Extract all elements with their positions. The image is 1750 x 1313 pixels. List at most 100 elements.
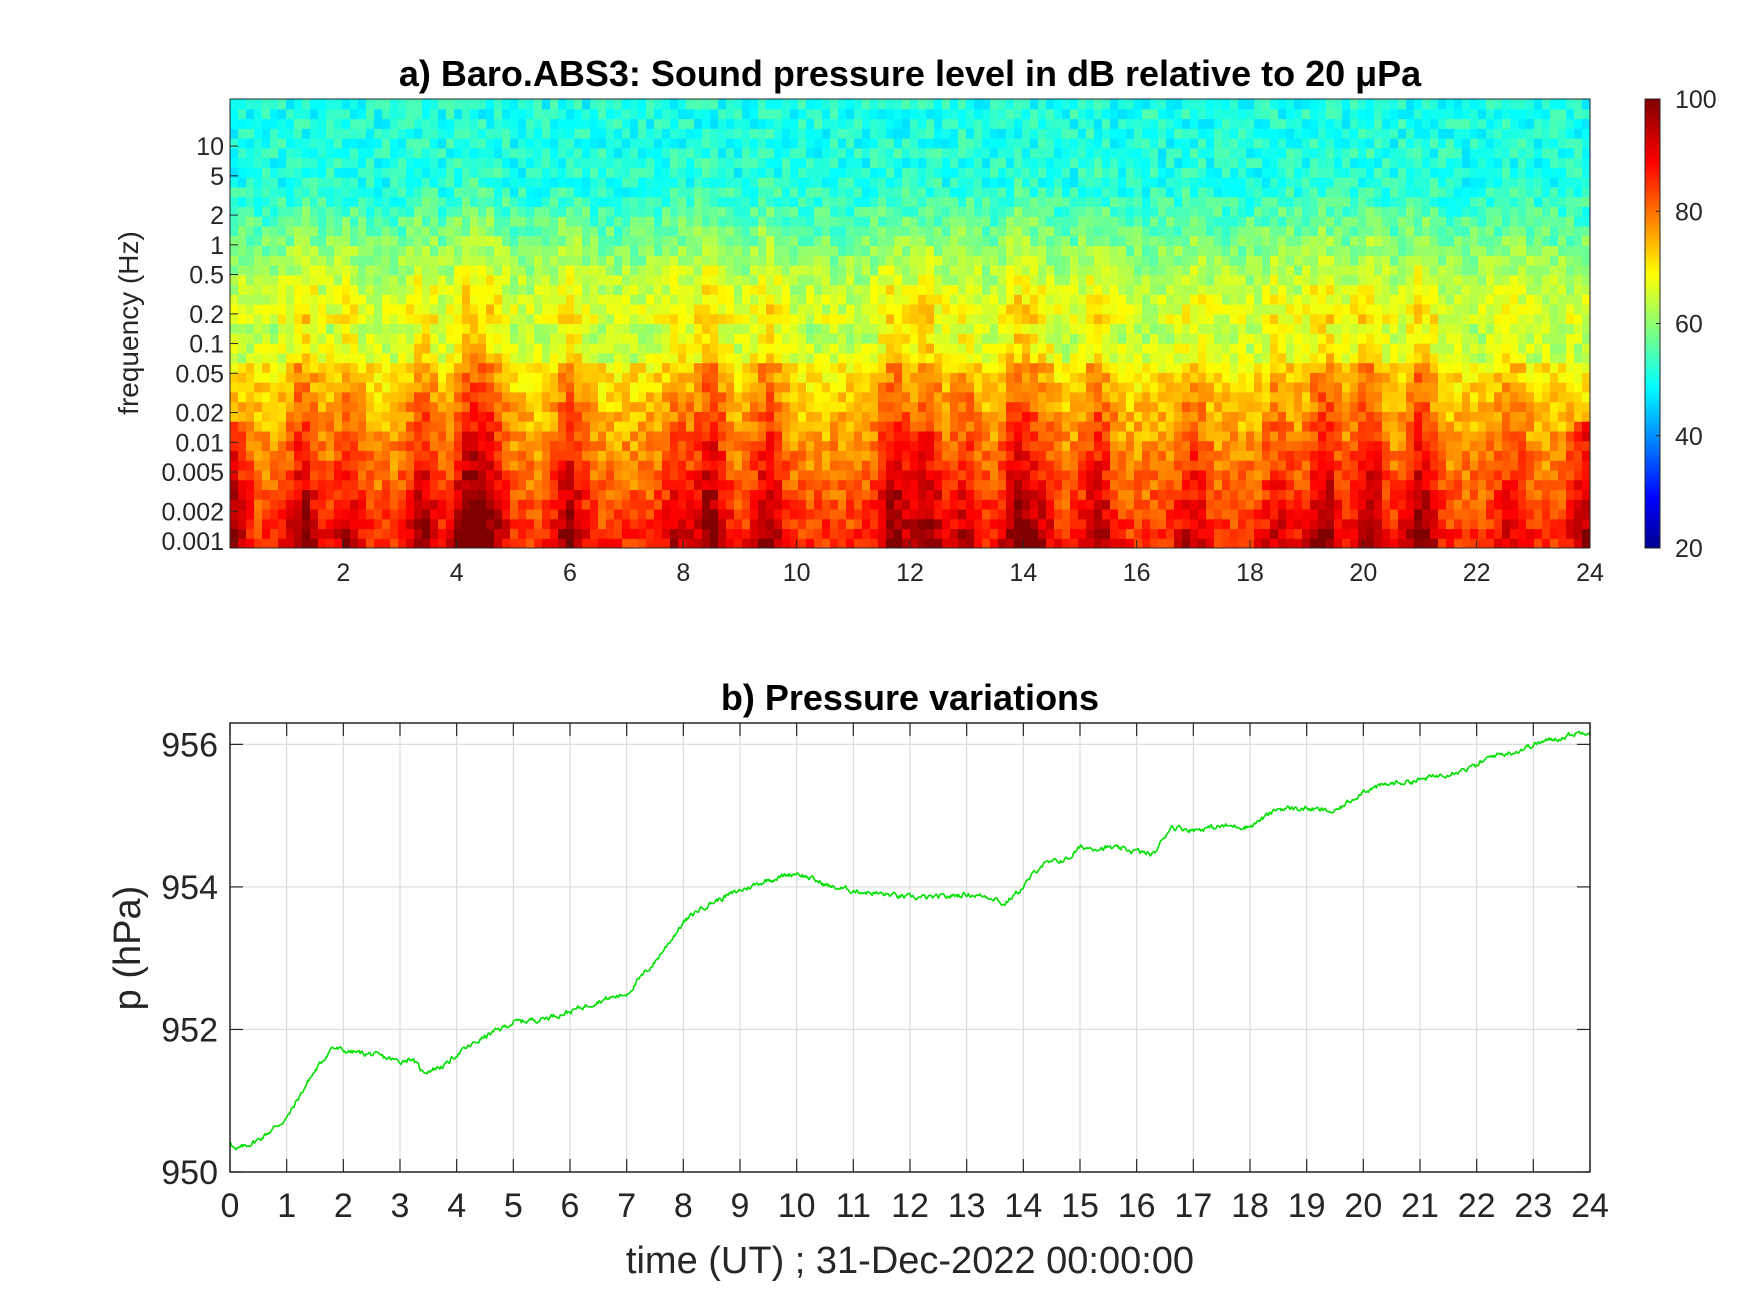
heatmap-cell	[870, 421, 879, 432]
heatmap-cell	[862, 401, 871, 412]
heatmap-cell	[262, 157, 271, 168]
heatmap-cell	[582, 411, 591, 422]
heatmap-cell	[950, 138, 959, 149]
heatmap-cell	[926, 391, 935, 403]
heatmap-cell	[366, 489, 375, 500]
heatmap-cell	[1062, 489, 1071, 500]
heatmap-cell	[1014, 382, 1023, 393]
heatmap-cell	[334, 216, 343, 227]
heatmap-cell	[286, 430, 295, 442]
heatmap-cell	[334, 499, 343, 510]
heatmap-cell	[678, 108, 687, 120]
heatmap-cell	[822, 362, 831, 373]
heatmap-cell	[430, 167, 439, 178]
heatmap-cell	[294, 303, 303, 315]
heatmap-cell	[462, 508, 471, 520]
heatmap-cell	[254, 245, 263, 256]
heatmap-cell	[318, 352, 327, 364]
heatmap-cell	[390, 255, 399, 266]
heatmap-cell	[518, 352, 527, 364]
heatmap-cell	[334, 99, 343, 110]
heatmap-cell	[534, 167, 543, 178]
heatmap-cell	[326, 138, 335, 149]
heatmap-cell	[230, 450, 239, 461]
heatmap-cell	[630, 99, 639, 110]
heatmap-cell	[734, 216, 743, 227]
heatmap-cell	[726, 235, 735, 247]
heatmap-cell	[742, 225, 751, 237]
heatmap-cell	[374, 391, 383, 403]
heatmap-cell	[270, 440, 279, 451]
heatmap-cell	[502, 186, 511, 198]
heatmap-cell	[510, 440, 519, 451]
heatmap-cell	[526, 186, 535, 198]
heatmap-cell	[654, 313, 663, 325]
heatmap-cell	[502, 508, 511, 520]
heatmap-cell	[878, 147, 887, 159]
heatmap-cell	[606, 430, 615, 442]
heatmap-cell	[350, 128, 359, 139]
heatmap-cell	[694, 508, 703, 520]
heatmap-cell	[758, 489, 767, 500]
heatmap-cell	[246, 401, 255, 412]
heatmap-cell	[998, 99, 1007, 110]
heatmap-cell	[246, 186, 255, 198]
heatmap-cell	[806, 274, 815, 286]
heatmap-cell	[606, 479, 615, 491]
heatmap-cell	[966, 333, 975, 344]
heatmap-cell	[470, 303, 479, 315]
heatmap-cell	[974, 343, 983, 354]
heatmap-cell	[550, 372, 559, 383]
heatmap-cell	[510, 430, 519, 442]
heatmap-cell	[926, 518, 935, 530]
heatmap-cell	[742, 128, 751, 139]
heatmap-cell	[310, 108, 319, 120]
heatmap-cell	[326, 264, 335, 276]
heatmap-cell	[1022, 186, 1031, 198]
heatmap-cell	[262, 138, 271, 149]
heatmap-cell	[494, 225, 503, 237]
heatmap-cell	[734, 157, 743, 168]
heatmap-cell	[446, 274, 455, 286]
heatmap-cell	[766, 274, 775, 286]
heatmap-cell	[454, 186, 463, 198]
heatmap-cell	[542, 167, 551, 178]
heatmap-cell	[366, 235, 375, 247]
heatmap-cell	[702, 333, 711, 344]
heatmap-cell	[926, 138, 935, 149]
heatmap-cell	[974, 157, 983, 168]
heatmap-cell	[1070, 255, 1079, 266]
heatmap-cell	[326, 206, 335, 217]
heatmap-cell	[822, 518, 831, 530]
heatmap-cell	[654, 157, 663, 168]
heatmap-cell	[462, 362, 471, 373]
heatmap-cell	[646, 411, 655, 422]
heatmap-cell	[878, 245, 887, 256]
heatmap-cell	[1070, 538, 1079, 548]
heatmap-cell	[878, 499, 887, 510]
heatmap-cell	[798, 167, 807, 178]
heatmap-cell	[366, 225, 375, 237]
heatmap-cell	[782, 469, 791, 481]
heatmap-cell	[678, 538, 687, 548]
heatmap-cell	[862, 294, 871, 305]
heatmap-cell	[638, 421, 647, 432]
heatmap-cell	[854, 352, 863, 364]
heatmap-cell	[966, 225, 975, 237]
heatmap-cell	[1006, 528, 1015, 539]
heatmap-cell	[814, 157, 823, 168]
heatmap-cell	[478, 157, 487, 168]
heatmap-cell	[550, 411, 559, 422]
heatmap-cell	[526, 440, 535, 451]
heatmap-cell	[710, 499, 719, 510]
heatmap-cell	[278, 382, 287, 393]
heatmap-cell	[790, 138, 799, 149]
heatmap-cell	[238, 186, 247, 198]
heatmap-cell	[1022, 294, 1031, 305]
heatmap-cell	[630, 138, 639, 149]
heatmap-cell	[638, 206, 647, 217]
heatmap-cell	[718, 372, 727, 383]
heatmap-cell	[950, 186, 959, 198]
heatmap-cell	[414, 177, 423, 188]
heatmap-cell	[686, 518, 695, 530]
